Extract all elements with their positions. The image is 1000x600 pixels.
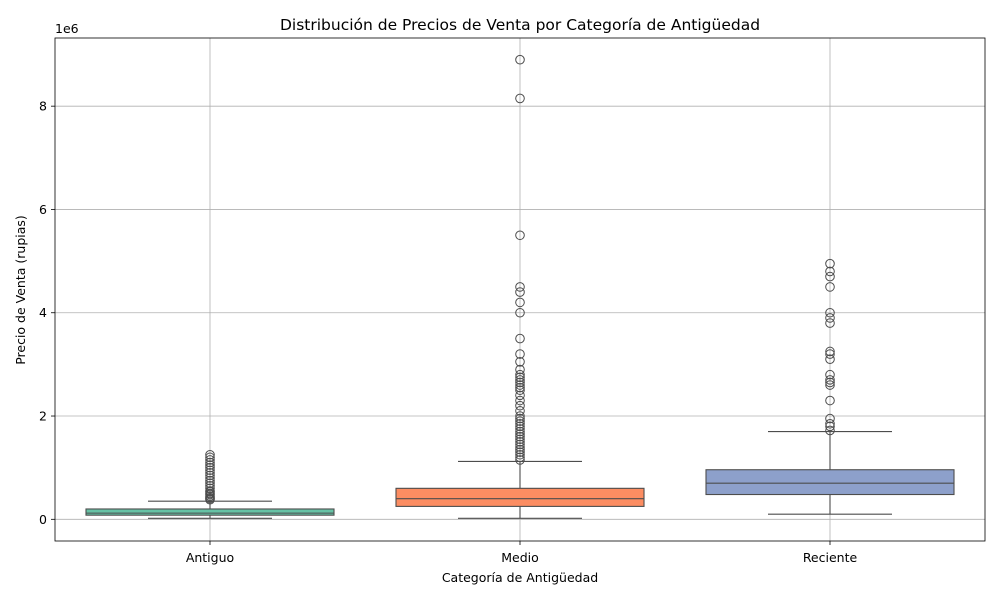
outlier-point [515, 439, 525, 450]
x-tick-label: Antiguo [186, 550, 234, 565]
outlier-point [515, 333, 525, 344]
outlier-point [515, 429, 525, 439]
box-medio [395, 54, 645, 519]
outlier-point [205, 478, 215, 488]
outlier-point [205, 483, 215, 494]
outlier-point [515, 54, 525, 65]
outlier-point [515, 307, 525, 318]
outlier-point [515, 455, 525, 465]
outlier-point [515, 426, 525, 437]
outlier-point [515, 287, 525, 297]
outlier-point [205, 486, 215, 496]
x-tick-label: Reciente [803, 550, 858, 565]
iqr-box [85, 508, 335, 516]
outlier-point [825, 349, 835, 359]
outlier-point [515, 421, 525, 432]
outlier-point [205, 460, 215, 470]
outlier-point [825, 375, 835, 385]
outlier-point [825, 395, 835, 406]
box-reciente [705, 258, 955, 515]
outlier-point [515, 349, 525, 359]
outlier-point [825, 354, 835, 365]
outlier-point [515, 434, 525, 445]
outlier-point [515, 377, 525, 388]
outlier-point [515, 449, 525, 460]
outlier-point [515, 452, 525, 463]
outlier-point [515, 447, 525, 457]
outlier-point [205, 449, 215, 460]
outlier-point [515, 444, 525, 455]
outlier-point [515, 411, 525, 421]
outlier-point [825, 413, 835, 424]
iqr-box [395, 487, 645, 507]
outlier-point [825, 377, 835, 388]
chart-title: Distribución de Precios de Venta por Cat… [280, 16, 760, 34]
outlier-point [205, 475, 215, 486]
y-tick-label: 0 [39, 512, 47, 527]
outlier-point [205, 480, 215, 491]
outlier-point [205, 473, 215, 483]
outlier-point [825, 421, 835, 432]
outlier-point [515, 230, 525, 241]
outlier-point [825, 266, 835, 277]
outlier-point [515, 93, 525, 104]
outlier-point [205, 465, 215, 476]
outlier-point [515, 418, 525, 429]
outlier-point [825, 418, 835, 429]
outlier-point [515, 297, 525, 308]
outlier-point [825, 346, 835, 357]
outlier-point [515, 356, 525, 367]
y-tick-label: 4 [39, 305, 47, 320]
x-tick-label: Medio [501, 550, 539, 565]
outlier-point [205, 468, 215, 478]
y-offset-label: 1e6 [55, 21, 79, 36]
iqr-box [705, 469, 955, 496]
outlier-point [515, 442, 525, 452]
outlier-point [825, 271, 835, 282]
x-axis-label: Categoría de Antigüedad [442, 570, 598, 585]
outlier-point [515, 395, 525, 406]
outlier-point [825, 258, 835, 269]
outlier-point [205, 470, 215, 481]
outlier-point [205, 457, 215, 468]
outlier-point [515, 437, 525, 447]
outlier-point [825, 369, 835, 380]
outlier-point [825, 425, 835, 436]
outlier-point [825, 313, 835, 323]
outlier-point [515, 375, 525, 385]
outlier-point [515, 382, 525, 393]
outlier-point [515, 372, 525, 383]
y-tick-label: 8 [39, 99, 47, 114]
grid-lines [55, 38, 985, 541]
outlier-point [515, 406, 525, 416]
outlier-point [515, 413, 525, 424]
outlier-point [515, 369, 525, 380]
y-axis-label: Precio de Venta (rupias) [13, 215, 28, 365]
outlier-point [515, 424, 525, 434]
outlier-point [825, 380, 835, 390]
outlier-point [825, 318, 835, 328]
outlier-point [515, 400, 525, 411]
tick-layer: 0 2 4 6 8 Antiguo Medio Reciente [39, 99, 857, 565]
outlier-point [205, 452, 215, 463]
outlier-point [515, 364, 525, 375]
y-tick-label: 6 [39, 202, 47, 217]
outlier-point [825, 307, 835, 318]
boxes-layer [85, 54, 955, 519]
outlier-point [515, 282, 525, 292]
outlier-point [515, 416, 525, 426]
outlier-point [205, 462, 215, 473]
outlier-point [515, 385, 525, 396]
box-antiguo [85, 449, 335, 519]
outlier-point [515, 390, 525, 401]
y-tick-label: 2 [39, 409, 47, 424]
outlier-point [825, 282, 835, 292]
outlier-point [515, 380, 525, 390]
outlier-point [515, 431, 525, 442]
outlier-point [205, 455, 215, 465]
